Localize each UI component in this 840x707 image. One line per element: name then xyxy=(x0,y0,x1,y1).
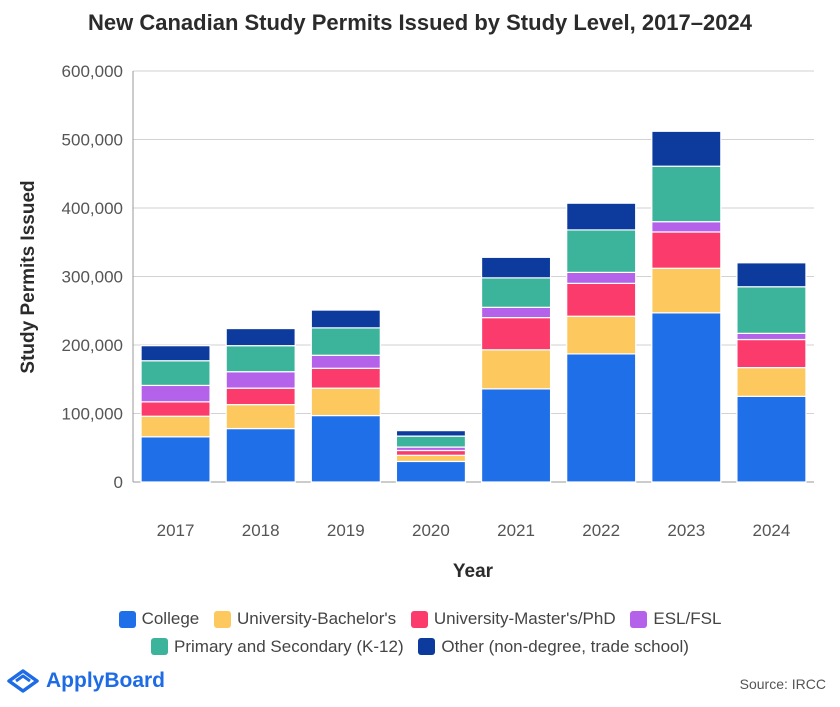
x-tick-label-2020: 2020 xyxy=(412,521,450,540)
y-tick-label-400000: 400,000 xyxy=(62,199,123,218)
bar-2023-primary-and-secondary-k-12- xyxy=(651,165,722,223)
y-tick-label-300000: 300,000 xyxy=(62,268,123,287)
bar-2021-other-non-degree-trade-school- xyxy=(480,256,552,279)
bar-2020-primary-and-secondary-k-12- xyxy=(395,435,467,448)
chart-title: New Canadian Study Permits Issued by Stu… xyxy=(88,10,752,35)
legend-label-k12: Primary and Secondary (K-12) xyxy=(174,636,404,656)
axes: 0 100,000 200,000 300,000 400,000 500,000 600,… xyxy=(62,62,791,540)
legend-swatch-bachelors xyxy=(213,610,231,628)
bar-2023-other-non-degree-trade-school- xyxy=(651,130,722,167)
bar-2018-other-non-degree-trade-school- xyxy=(225,327,296,347)
bar-2023-university-master-s-phd xyxy=(651,231,722,269)
bar-2019-other-non-degree-trade-school- xyxy=(310,309,381,329)
bar-2017-esl-fsl xyxy=(140,384,211,403)
x-axis-title: Year xyxy=(453,561,494,582)
bar-2019-primary-and-secondary-k-12- xyxy=(310,327,381,356)
applyboard-logo-text: ApplyBoard xyxy=(46,669,166,692)
legend-swatch-k12 xyxy=(151,638,169,655)
legend-item-other: Other (non-degree, trade school) xyxy=(418,635,689,659)
legend-row-2: Primary and Secondary (K-12) Other (non-… xyxy=(0,635,840,663)
source-note: Source: IRCC xyxy=(739,676,826,692)
bar-2024-college xyxy=(736,395,807,483)
legend: College University-Bachelor's University… xyxy=(0,607,840,662)
x-tick-label-2021: 2021 xyxy=(497,521,535,540)
bar-2024-esl-fsl xyxy=(736,332,807,341)
legend-swatch-masters-phd xyxy=(410,610,428,628)
bar-2022-university-bachelor-s xyxy=(566,315,637,355)
x-tick-label-2019: 2019 xyxy=(327,521,365,540)
x-tick-label-2022: 2022 xyxy=(582,521,620,540)
bar-2017-college xyxy=(140,436,211,483)
x-tick-label-2023: 2023 xyxy=(667,521,705,540)
bar-2022-other-non-degree-trade-school- xyxy=(566,202,637,231)
legend-swatch-other xyxy=(418,638,436,655)
x-tick-label-2024: 2024 xyxy=(753,521,791,540)
bars xyxy=(140,130,807,483)
x-tick-label-2018: 2018 xyxy=(242,521,280,540)
y-tick-label-500000: 500,000 xyxy=(62,131,123,150)
y-axis-title: Study Permits Issued xyxy=(18,180,39,373)
legend-item-bachelors: University-Bachelor's xyxy=(213,607,397,631)
bar-2023-college xyxy=(651,312,722,483)
legend-item-k12: Primary and Secondary (K-12) xyxy=(151,635,404,659)
bar-2017-primary-and-secondary-k-12- xyxy=(140,360,211,387)
bar-2023-university-bachelor-s xyxy=(651,267,722,314)
legend-label-college: College xyxy=(141,609,200,628)
bar-2019-university-master-s-phd xyxy=(310,367,381,389)
bar-2024-other-non-degree-trade-school- xyxy=(736,262,807,288)
bar-2018-college xyxy=(225,427,296,483)
bar-2018-university-bachelor-s xyxy=(225,403,296,430)
legend-item-masters-phd: University-Master's/PhD xyxy=(410,607,616,631)
bar-2020-university-bachelor-s xyxy=(395,454,467,463)
applyboard-logo: ApplyBoard xyxy=(6,668,165,694)
bar-2022-esl-fsl xyxy=(566,271,637,284)
bar-2021-esl-fsl xyxy=(480,306,552,319)
bar-2021-college xyxy=(480,388,552,483)
legend-label-masters-phd: University-Master's/PhD xyxy=(433,609,616,628)
bar-2018-primary-and-secondary-k-12- xyxy=(225,345,296,373)
bar-2021-university-bachelor-s xyxy=(480,349,552,390)
legend-item-college: College xyxy=(118,607,200,631)
x-tick-label-2017: 2017 xyxy=(157,521,195,540)
bar-2018-university-master-s-phd xyxy=(225,387,296,406)
bar-2019-university-bachelor-s xyxy=(310,387,381,417)
bar-2021-university-master-s-phd xyxy=(480,317,552,351)
bar-2019-esl-fsl xyxy=(310,354,381,369)
bar-2017-university-bachelor-s xyxy=(140,415,211,438)
legend-swatch-college xyxy=(118,610,136,628)
y-tick-label-200000: 200,000 xyxy=(62,336,123,355)
applyboard-logo-icon xyxy=(7,669,39,693)
bar-2019-college xyxy=(310,414,381,483)
legend-swatch-esl-fsl xyxy=(630,610,648,628)
legend-item-esl-fsl: ESL/FSL xyxy=(630,607,721,631)
bar-2024-university-bachelor-s xyxy=(736,367,807,397)
bar-2017-other-non-degree-trade-school- xyxy=(140,345,211,362)
bar-2022-college xyxy=(566,353,637,483)
y-tick-label-600000: 600,000 xyxy=(62,62,123,81)
bar-2024-university-master-s-phd xyxy=(736,338,807,369)
bar-2020-university-master-s-phd xyxy=(395,449,467,456)
bar-2018-esl-fsl xyxy=(225,371,296,389)
bar-2024-primary-and-secondary-k-12- xyxy=(736,286,807,334)
legend-label-esl-fsl: ESL/FSL xyxy=(653,609,722,628)
legend-label-other: Other (non-degree, trade school) xyxy=(441,636,689,656)
bar-2020-college xyxy=(395,460,467,483)
bar-2022-primary-and-secondary-k-12- xyxy=(566,229,637,273)
y-tick-label-0: 0 xyxy=(114,473,123,492)
y-tick-label-100000: 100,000 xyxy=(62,405,123,424)
legend-label-bachelors: University-Bachelor's xyxy=(236,609,397,628)
stacked-bar-chart: 0 100,000 200,000 300,000 400,000 500,000 600,… xyxy=(18,62,814,582)
legend-row-1: College University-Bachelor's University… xyxy=(0,607,840,635)
bar-2022-university-master-s-phd xyxy=(566,282,637,317)
bar-2020-other-non-degree-trade-school- xyxy=(395,430,467,437)
bar-2023-esl-fsl xyxy=(651,221,722,233)
bar-2021-primary-and-secondary-k-12- xyxy=(480,277,552,308)
bar-2017-university-master-s-phd xyxy=(140,401,211,417)
